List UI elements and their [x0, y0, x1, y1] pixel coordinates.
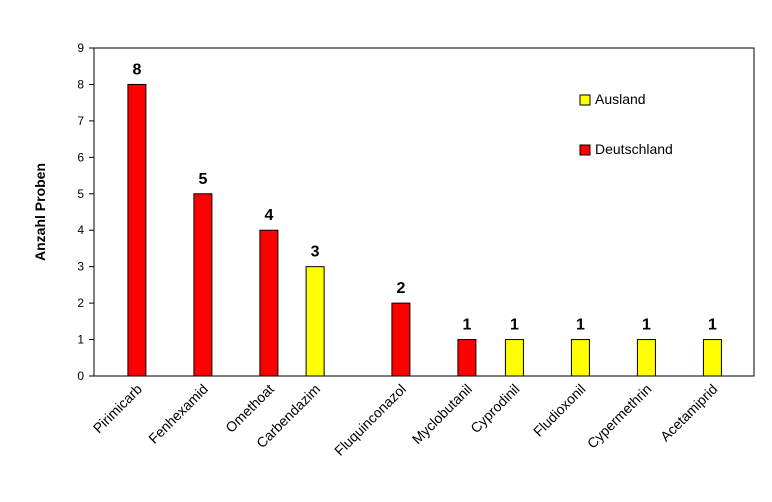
bar-ausland-cypermethrin: [636, 339, 656, 377]
bar-deutschland-fluquinconazol: [391, 302, 411, 377]
y-tick-label: 9: [77, 41, 84, 55]
plot-area: [93, 47, 755, 377]
bar-series: [127, 83, 722, 377]
data-label: 8: [132, 61, 141, 78]
bar-deutschland-myclobutanil: [457, 339, 477, 377]
x-category-label: Myclobutanil: [409, 381, 475, 447]
y-tick-label: 3: [77, 260, 84, 274]
data-label: 5: [198, 171, 207, 188]
bar-deutschland-pirimicarb: [127, 83, 147, 377]
x-category-label: Acetamiprid: [657, 381, 721, 445]
data-label: 1: [462, 317, 471, 334]
data-label: 4: [264, 207, 273, 224]
bar-deutschland-omethoat: [259, 229, 279, 377]
y-tick-label: 5: [77, 187, 84, 201]
data-label: 3: [311, 244, 320, 261]
bar-ausland-cyprodinil: [504, 339, 524, 377]
y-tick-label: 4: [77, 223, 84, 237]
data-label: 2: [396, 280, 405, 297]
x-category-label: Pirimicarb: [90, 381, 145, 436]
legend-label-deutschland: Deutschland: [595, 141, 673, 157]
legend-swatch-deutschland: [579, 144, 591, 156]
y-tick-label: 8: [77, 77, 84, 91]
data-label: 1: [576, 317, 585, 334]
legend: Ausland Deutschland: [579, 91, 673, 157]
data-label: 1: [510, 317, 519, 334]
y-tick-label: 7: [77, 114, 84, 128]
bar-ausland-fludioxonil: [570, 339, 590, 377]
x-category-label: Cyprodinil: [467, 381, 522, 436]
data-labels: 8 5 4 3 2 1 1 1 1 1: [132, 61, 717, 333]
legend-label-ausland: Ausland: [595, 91, 646, 107]
y-tick-label: 1: [77, 333, 84, 347]
y-tick-label: 0: [77, 369, 84, 383]
legend-swatch-ausland: [579, 94, 591, 106]
bar-ausland-acetamiprid: [702, 339, 722, 377]
y-tick-label: 6: [77, 150, 84, 164]
data-label: 1: [708, 317, 717, 334]
y-tick-label: 2: [77, 296, 84, 310]
x-category-label: Fenhexamid: [145, 381, 211, 447]
y-axis-label: Anzahl Proben: [32, 163, 48, 261]
x-category-label: Cypermethrin: [584, 381, 655, 452]
y-axis: 0 1 2 3 4 5 6 7 8 9: [77, 41, 94, 383]
x-category-label: Fluquinconazol: [331, 381, 409, 459]
bar-deutschland-fenhexamid: [193, 193, 213, 377]
bar-ausland-carbendazim: [305, 266, 325, 377]
data-label: 1: [642, 317, 651, 334]
x-category-label: Fludioxonil: [530, 381, 589, 440]
